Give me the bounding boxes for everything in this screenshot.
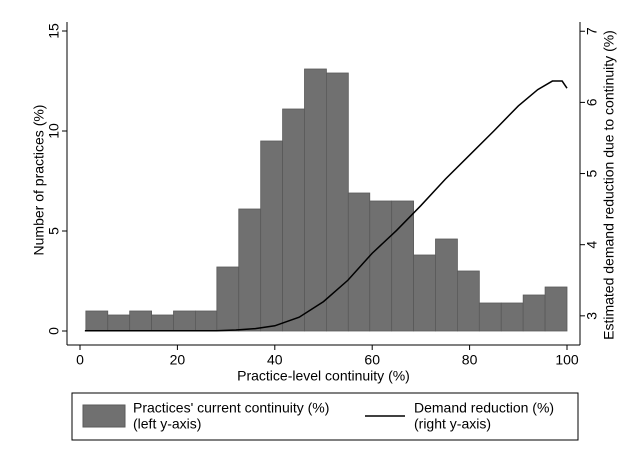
bar <box>85 310 109 332</box>
x-tick-label: 60 <box>364 352 380 368</box>
x-axis-title: Practice-level continuity (%) <box>237 368 410 384</box>
bar <box>304 68 327 332</box>
y2-tick-label: 3 <box>584 312 600 320</box>
y2-tick-label: 5 <box>584 169 600 177</box>
bar <box>369 200 393 332</box>
y2-axis-title: Estimated demand reduction due to contin… <box>601 30 617 340</box>
bar <box>413 254 436 332</box>
bar <box>435 238 458 332</box>
bar <box>282 108 305 332</box>
y-tick-label: 10 <box>46 123 62 139</box>
y2-tick-label: 4 <box>584 241 600 249</box>
x-tick-label: 80 <box>462 352 478 368</box>
bar <box>522 294 546 332</box>
bar <box>544 286 568 332</box>
bar <box>129 310 152 332</box>
bar <box>391 200 414 332</box>
bar <box>195 310 218 332</box>
legend-label: Practices' current continuity (%) <box>133 400 329 416</box>
y-tick-label: 15 <box>46 23 62 39</box>
y-tick-label: 0 <box>46 327 62 335</box>
legend-label: (left y-axis) <box>133 416 201 432</box>
legend-box <box>71 392 579 441</box>
y2-tick-label: 7 <box>584 27 600 35</box>
line <box>84 80 568 332</box>
bar <box>216 266 240 332</box>
bar <box>500 302 524 332</box>
x-tick-label: 20 <box>170 352 186 368</box>
bar <box>260 140 283 332</box>
x-tick-label: 100 <box>555 352 579 368</box>
y2-tick-label: 6 <box>584 98 600 106</box>
bar <box>151 314 174 332</box>
bar <box>347 192 371 332</box>
bar <box>173 310 196 332</box>
legend-swatch <box>82 404 126 428</box>
legend-label: Demand reduction (%) <box>414 400 554 416</box>
bar <box>457 270 480 332</box>
bar <box>107 314 131 332</box>
x-tick-label: 40 <box>267 352 283 368</box>
y-axis-title: Number of practices (%) <box>31 105 47 256</box>
bar <box>326 72 349 332</box>
bar <box>238 208 262 332</box>
legend-label: (right y-axis) <box>414 416 491 432</box>
y-tick-label: 5 <box>46 227 62 235</box>
bar <box>478 302 502 332</box>
x-tick-label: 0 <box>76 352 84 368</box>
